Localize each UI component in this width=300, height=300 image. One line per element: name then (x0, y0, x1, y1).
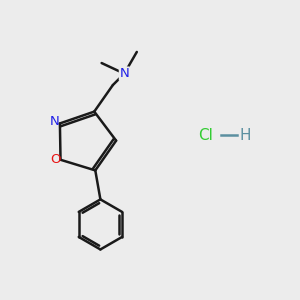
Text: N: N (50, 116, 59, 128)
Text: O: O (50, 153, 61, 166)
Text: Cl: Cl (199, 128, 213, 143)
Text: H: H (240, 128, 251, 143)
Text: N: N (119, 67, 129, 80)
